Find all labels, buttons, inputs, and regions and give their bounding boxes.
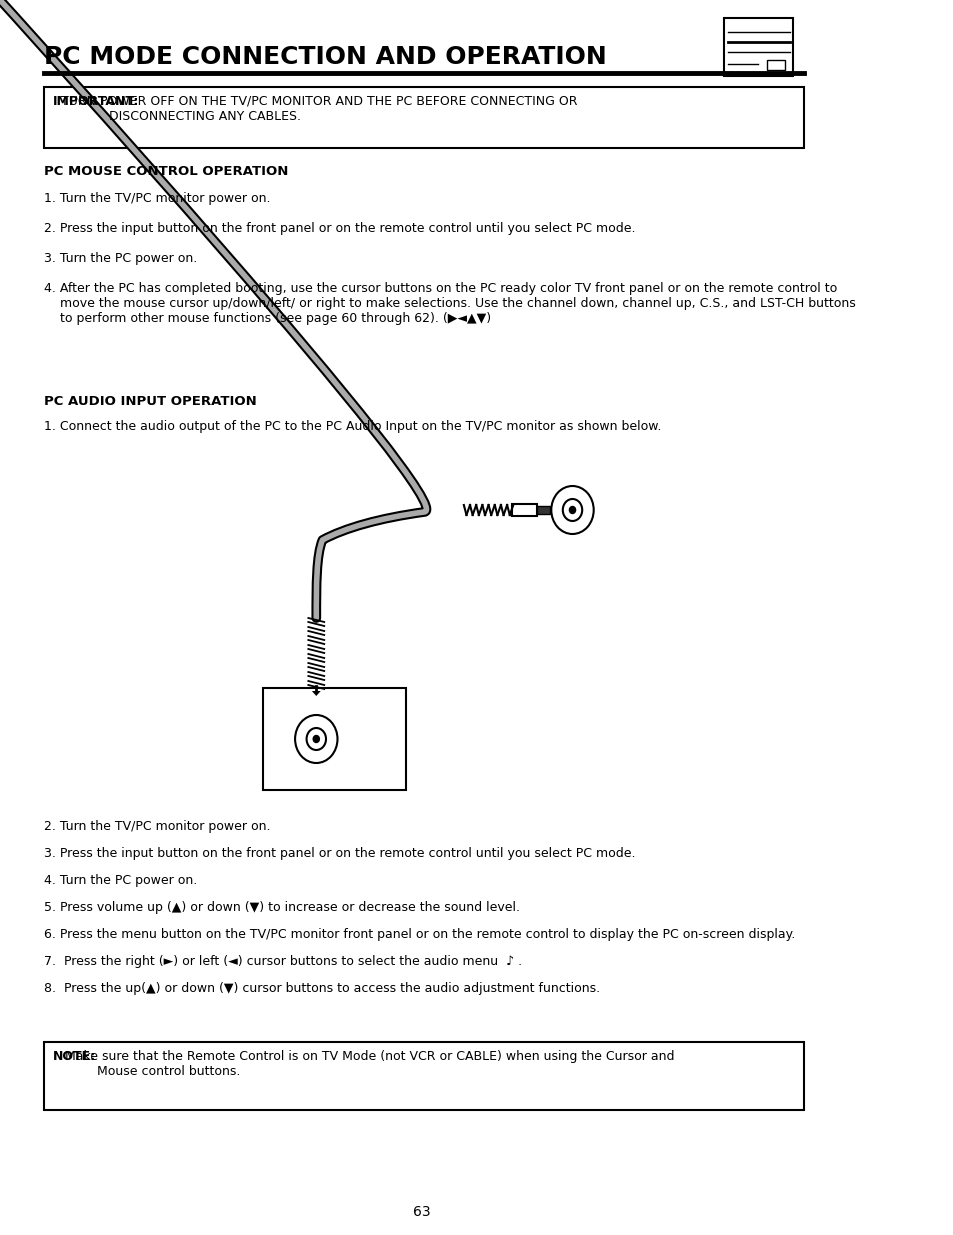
FancyBboxPatch shape [723, 19, 793, 77]
Text: Make sure that the Remote Control is on TV Mode (not VCR or CABLE) when using th: Make sure that the Remote Control is on … [53, 1050, 674, 1078]
Text: 8.  Press the up(▲) or down (▼) cursor buttons to access the audio adjustment fu: 8. Press the up(▲) or down (▼) cursor bu… [44, 982, 599, 995]
Circle shape [313, 736, 319, 742]
Text: PC MOUSE CONTROL OPERATION: PC MOUSE CONTROL OPERATION [44, 165, 288, 178]
Text: PC AUDIO INPUT OPERATION: PC AUDIO INPUT OPERATION [44, 395, 256, 408]
Text: 3. Press the input button on the front panel or on the remote control until you : 3. Press the input button on the front p… [44, 847, 635, 860]
Text: 1. Turn the TV/PC monitor power on.: 1. Turn the TV/PC monitor power on. [44, 191, 271, 205]
FancyBboxPatch shape [766, 61, 783, 70]
Text: 3. Turn the PC power on.: 3. Turn the PC power on. [44, 252, 197, 266]
Text: IMPORTANT:: IMPORTANT: [53, 95, 139, 107]
Circle shape [569, 506, 575, 514]
Text: 4. After the PC has completed booting, use the cursor buttons on the PC ready co: 4. After the PC has completed booting, u… [44, 282, 855, 325]
Text: 5. Press volume up (▲) or down (▼) to increase or decrease the sound level.: 5. Press volume up (▲) or down (▼) to in… [44, 902, 519, 914]
Text: 6. Press the menu button on the TV/PC monitor front panel or on the remote contr: 6. Press the menu button on the TV/PC mo… [44, 927, 795, 941]
Text: 2. Turn the TV/PC monitor power on.: 2. Turn the TV/PC monitor power on. [44, 820, 271, 832]
FancyBboxPatch shape [512, 504, 537, 516]
FancyBboxPatch shape [44, 86, 803, 148]
Text: 2. Press the input button on the front panel or on the remote control until you : 2. Press the input button on the front p… [44, 222, 635, 235]
Text: TURN POWER OFF ON THE TV/PC MONITOR AND THE PC BEFORE CONNECTING OR
            : TURN POWER OFF ON THE TV/PC MONITOR AND … [53, 95, 577, 124]
Text: PC MODE CONNECTION AND OPERATION: PC MODE CONNECTION AND OPERATION [44, 44, 606, 69]
Text: NOTE:: NOTE: [53, 1050, 96, 1063]
FancyBboxPatch shape [263, 688, 406, 790]
FancyBboxPatch shape [44, 1042, 803, 1110]
Polygon shape [312, 692, 320, 697]
FancyBboxPatch shape [537, 506, 549, 514]
Text: 1. Connect the audio output of the PC to the PC Audio Input on the TV/PC monitor: 1. Connect the audio output of the PC to… [44, 420, 660, 433]
Text: 7.  Press the right (►) or left (◄) cursor buttons to select the audio menu  ♪ .: 7. Press the right (►) or left (◄) curso… [44, 955, 521, 968]
Text: 4. Turn the PC power on.: 4. Turn the PC power on. [44, 874, 197, 887]
Text: 63: 63 [413, 1205, 430, 1219]
